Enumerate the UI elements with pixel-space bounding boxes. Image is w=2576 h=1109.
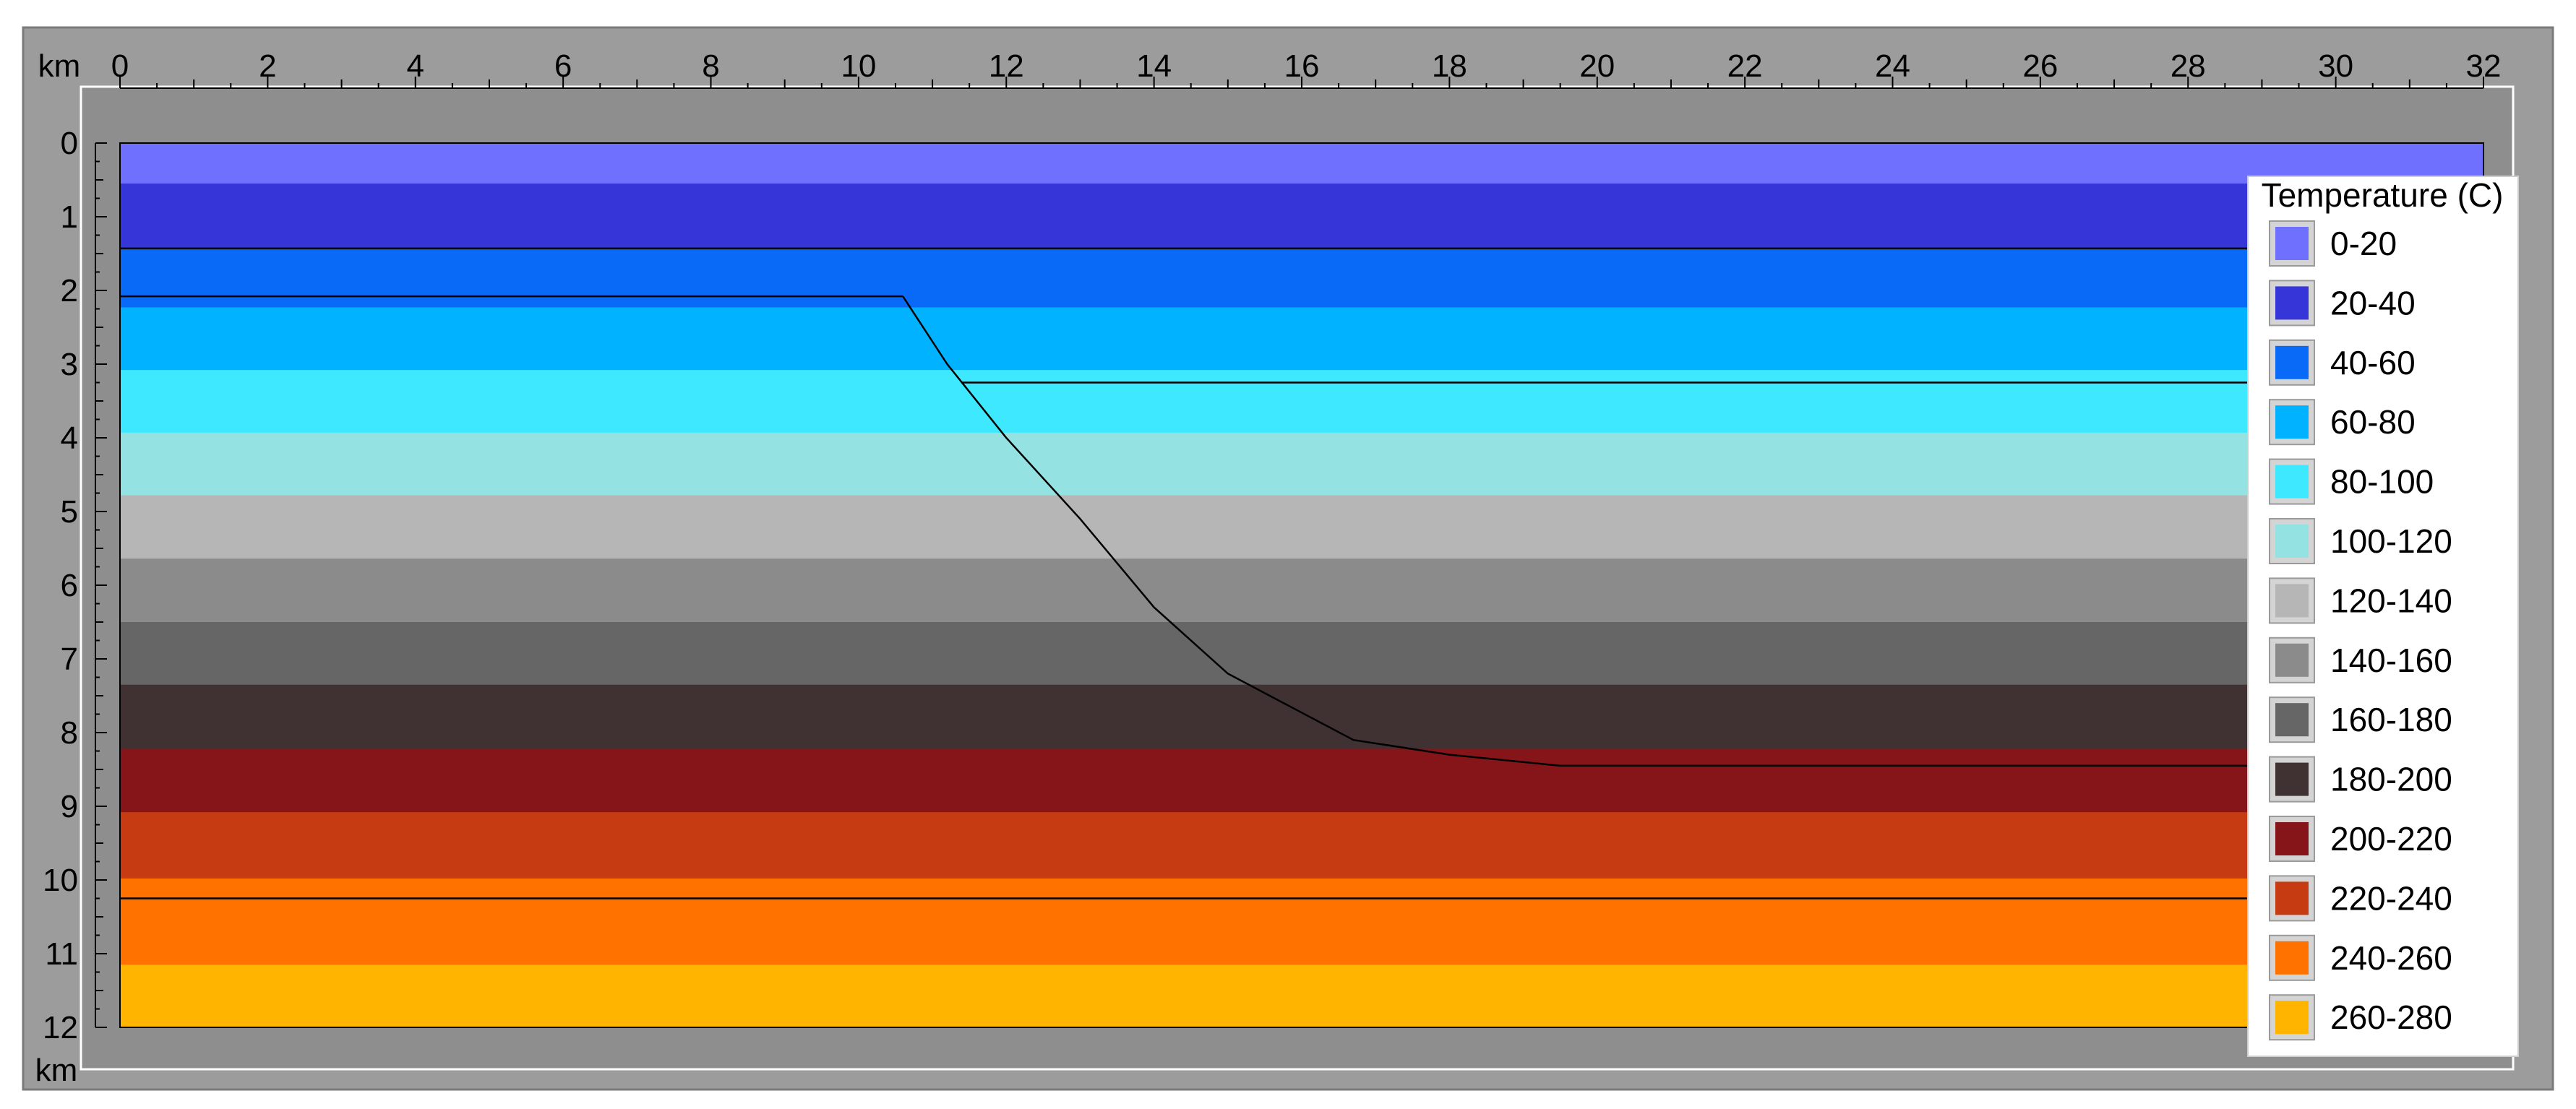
legend-swatch-fill-100-120: [2275, 525, 2309, 558]
y-tick-label: 4: [61, 420, 78, 456]
x-tick-label: 14: [1136, 48, 1172, 84]
x-tick-label: 28: [2171, 48, 2206, 84]
y-tick-label: 0: [61, 126, 78, 161]
legend: Temperature (C) 0-20 20-40 40-60 60-80 80-10…: [2247, 176, 2519, 1057]
legend-swatch-fill-220-240: [2275, 881, 2309, 915]
legend-label-220-240: 220-240: [2330, 879, 2452, 917]
x-tick-label: 4: [407, 48, 424, 84]
y-tick-label: 8: [61, 715, 78, 751]
y-tick-label: 9: [61, 789, 78, 824]
legend-label-160-180: 160-180: [2330, 701, 2452, 738]
legend-swatch-fill-160-180: [2275, 703, 2309, 737]
y-tick-label: 12: [43, 1010, 78, 1045]
legend-label-0-20: 0-20: [2330, 225, 2397, 262]
x-tick-label: 26: [2022, 48, 2058, 84]
x-tick-label: 16: [1284, 48, 1320, 84]
y-tick-label: 7: [61, 642, 78, 677]
band-140-160: [120, 558, 2483, 623]
band-40-60: [120, 248, 2483, 308]
boundary-lines: [120, 247, 2483, 899]
y-tick-label: 5: [61, 494, 78, 530]
boundary-line-5: [902, 295, 2483, 767]
y-tick-label: 1: [61, 199, 78, 235]
legend-label-200-220: 200-220: [2330, 820, 2452, 858]
x-tick-label: 22: [1727, 48, 1763, 84]
band-220-240: [120, 812, 2483, 879]
band-240-260: [120, 878, 2483, 965]
y-axis-unit-label: km: [35, 1053, 78, 1088]
legend-swatch-fill-80-100: [2275, 465, 2309, 499]
legend-swatch-fill-20-40: [2275, 286, 2309, 320]
legend-swatch-fill-260-280: [2275, 1001, 2309, 1035]
legend-title: Temperature (C): [2262, 176, 2504, 214]
band-180-200: [120, 684, 2483, 749]
x-tick-label: 30: [2318, 48, 2353, 84]
band-0-20: [120, 143, 2483, 184]
x-tick-label: 20: [1579, 48, 1615, 84]
legend-label-20-40: 20-40: [2330, 284, 2416, 322]
x-tick-label: 24: [1875, 48, 1910, 84]
y-tick-label: 2: [61, 273, 78, 308]
legend-swatch-fill-40-60: [2275, 345, 2309, 379]
band-60-80: [120, 307, 2483, 371]
y-tick-label: 11: [45, 936, 78, 972]
legend-label-120-140: 120-140: [2330, 582, 2452, 619]
x-tick-label: 10: [841, 48, 876, 84]
x-tick-label: 32: [2466, 48, 2502, 84]
legend-swatch-fill-0-20: [2275, 227, 2309, 260]
x-axis: 0 2 4 6 8 10 12 14 16 18 20 22 24 26 28 30 32: [111, 48, 2502, 89]
legend-swatch-fill-120-140: [2275, 584, 2309, 618]
x-tick-label: 6: [554, 48, 572, 84]
band-20-40: [120, 184, 2483, 249]
temperature-bands: [120, 143, 2483, 1028]
legend-swatch-fill-200-220: [2275, 822, 2309, 855]
legend-label-140-160: 140-160: [2330, 642, 2452, 679]
legend-label-260-280: 260-280: [2330, 998, 2452, 1036]
band-260-280: [120, 965, 2483, 1028]
legend-label-40-60: 40-60: [2330, 344, 2416, 381]
legend-swatch-fill-240-260: [2275, 941, 2309, 975]
band-200-220: [120, 748, 2483, 813]
legend-label-80-100: 80-100: [2330, 463, 2434, 501]
x-tick-label: 12: [989, 48, 1024, 84]
x-tick-label: 2: [259, 48, 276, 84]
x-axis-unit-label: km: [38, 48, 81, 84]
legend-label-60-80: 60-80: [2330, 403, 2416, 441]
legend-label-100-120: 100-120: [2330, 522, 2452, 560]
legend-swatch-fill-140-160: [2275, 643, 2309, 677]
y-tick-label: 6: [61, 568, 78, 603]
y-tick-label: 10: [43, 863, 78, 898]
x-tick-label: 8: [702, 48, 719, 84]
band-120-140: [120, 495, 2483, 559]
legend-swatch-fill-180-200: [2275, 762, 2309, 796]
y-tick-label: 3: [61, 347, 78, 382]
band-80-100: [120, 370, 2483, 433]
legend-swatch-fill-60-80: [2275, 405, 2309, 439]
x-tick-label: 18: [1432, 48, 1467, 84]
legend-label-180-200: 180-200: [2330, 761, 2452, 798]
x-tick-label: 0: [111, 48, 129, 84]
legend-label-240-260: 240-260: [2330, 939, 2452, 977]
band-100-120: [120, 432, 2483, 496]
band-160-180: [120, 622, 2483, 686]
